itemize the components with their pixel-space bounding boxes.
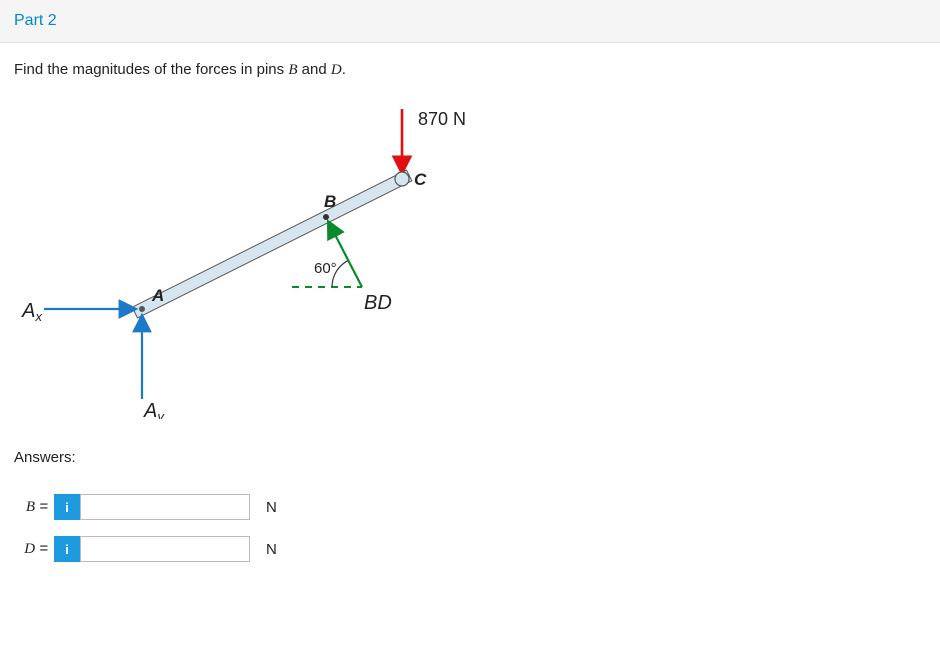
pin-c-label: C (414, 170, 427, 189)
force-ax-label: Ax (21, 300, 42, 324)
answer-row: D =i N (14, 536, 926, 562)
answer-rows: B =iND =iN (14, 494, 926, 562)
pin-b (323, 214, 329, 220)
pin-a (139, 306, 145, 312)
answer-row: B =i N (14, 494, 926, 520)
answer-var-label: D = (14, 540, 54, 558)
answer-var-label: B = (14, 498, 54, 516)
pin-b-label: B (324, 192, 336, 211)
force-870n-label: 870 N (418, 109, 466, 129)
answer-unit: N (266, 541, 277, 558)
force-bd-label: BD (364, 292, 392, 314)
free-body-diagram: 60° 870 N Ax Ay BD A B C (14, 99, 474, 419)
answer-input[interactable] (80, 536, 250, 562)
content: Find the magnitudes of the forces in pin… (0, 43, 940, 598)
answers-heading: Answers: (14, 449, 926, 466)
answer-input[interactable] (80, 494, 250, 520)
info-icon[interactable]: i (54, 494, 80, 520)
info-icon[interactable]: i (54, 536, 80, 562)
pin-c (395, 172, 409, 186)
pin-a-label: A (151, 286, 164, 305)
angle-label: 60° (314, 260, 337, 277)
force-ay-label: Ay (143, 400, 165, 419)
part-header: Part 2 (0, 0, 940, 43)
prompt-text: Find the magnitudes of the forces in pin… (14, 61, 926, 79)
diagram-svg: 60° 870 N Ax Ay BD A B C (14, 99, 474, 419)
part-title: Part 2 (14, 12, 57, 29)
answer-unit: N (266, 499, 277, 516)
